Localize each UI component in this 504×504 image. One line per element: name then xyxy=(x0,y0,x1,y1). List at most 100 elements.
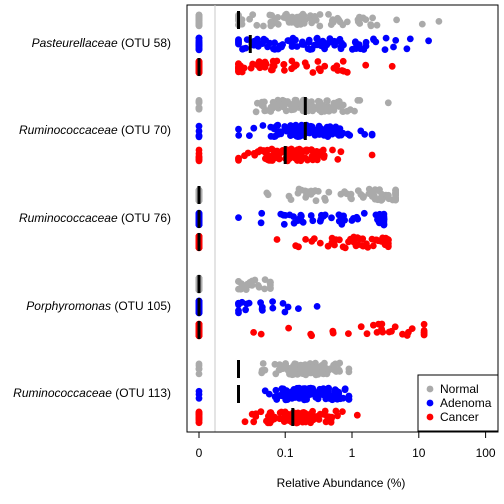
data-point xyxy=(294,151,301,159)
data-point xyxy=(328,214,335,222)
data-point xyxy=(308,237,316,245)
data-point xyxy=(338,220,346,228)
data-point xyxy=(267,22,275,30)
data-point xyxy=(250,418,258,426)
data-point xyxy=(296,215,303,223)
data-point xyxy=(195,365,203,372)
data-point xyxy=(316,239,324,247)
data-point xyxy=(380,212,388,220)
x-tick-label: 1 xyxy=(349,446,356,460)
data-point xyxy=(381,46,389,53)
data-point xyxy=(372,236,380,244)
data-point xyxy=(378,320,386,328)
data-point xyxy=(313,413,320,420)
data-point xyxy=(332,101,339,109)
data-point xyxy=(271,39,278,47)
data-point xyxy=(235,214,242,222)
data-point xyxy=(283,413,291,421)
data-point xyxy=(420,320,428,328)
data-point xyxy=(328,17,336,25)
data-point xyxy=(267,278,274,286)
data-point xyxy=(323,123,331,131)
data-point xyxy=(321,62,329,70)
group-label: Pasteurellaceae (OTU 58) xyxy=(32,36,171,50)
data-point xyxy=(248,410,256,418)
data-point xyxy=(292,128,300,135)
data-point xyxy=(280,211,287,219)
data-point xyxy=(250,124,258,132)
data-point xyxy=(325,188,333,196)
data-point xyxy=(287,145,295,153)
data-point xyxy=(253,21,261,29)
data-point xyxy=(261,276,269,283)
taxon-name: Porphyromonas xyxy=(26,299,111,313)
data-point xyxy=(284,303,292,311)
legend-entry: Normal xyxy=(440,382,479,396)
data-point xyxy=(391,323,399,331)
data-point xyxy=(249,11,257,19)
data-point xyxy=(272,386,280,394)
data-point xyxy=(339,108,347,115)
data-point xyxy=(195,19,203,26)
data-point xyxy=(303,148,310,156)
data-point xyxy=(318,101,326,109)
data-point xyxy=(240,45,248,52)
data-point xyxy=(333,387,340,395)
data-point xyxy=(258,209,266,217)
legend-entry: Adenoma xyxy=(440,396,492,410)
data-point xyxy=(307,212,315,219)
data-point xyxy=(406,35,414,43)
data-point xyxy=(335,360,343,368)
data-point xyxy=(290,213,297,221)
data-point xyxy=(403,45,411,53)
data-point xyxy=(363,330,371,338)
data-point xyxy=(335,366,343,374)
data-point xyxy=(309,69,317,76)
data-point xyxy=(281,100,288,107)
data-point xyxy=(390,43,397,51)
data-point xyxy=(257,219,265,227)
data-point xyxy=(250,329,257,336)
taxon-name: Ruminococcaceae xyxy=(19,211,118,225)
data-point xyxy=(324,416,332,424)
legend-marker xyxy=(426,385,434,393)
data-point xyxy=(354,234,361,242)
data-point xyxy=(254,99,261,107)
data-point xyxy=(343,190,351,198)
data-point xyxy=(370,321,377,329)
data-point xyxy=(375,187,383,195)
data-point xyxy=(273,154,281,162)
data-point xyxy=(354,16,362,23)
data-point xyxy=(311,13,319,20)
taxon-name: Ruminococcaceae xyxy=(19,123,118,137)
data-point xyxy=(388,327,395,335)
group-label: Ruminococcaceae (OTU 70) xyxy=(19,123,171,137)
data-point xyxy=(317,390,324,398)
data-point xyxy=(345,368,353,376)
data-point xyxy=(297,416,305,424)
data-point xyxy=(262,37,270,44)
data-point xyxy=(267,132,275,140)
data-point xyxy=(195,104,203,112)
data-point xyxy=(287,38,295,46)
data-point xyxy=(418,20,426,28)
data-point xyxy=(235,125,242,133)
data-point xyxy=(316,11,324,18)
data-point xyxy=(324,387,332,395)
data-point xyxy=(195,98,203,106)
data-point xyxy=(331,241,338,249)
data-point xyxy=(337,190,345,198)
otu-id: (OTU 76) xyxy=(118,211,171,225)
data-point xyxy=(195,14,203,21)
data-point xyxy=(273,236,281,243)
data-point xyxy=(341,244,349,252)
data-point xyxy=(269,66,276,74)
data-point xyxy=(315,65,323,73)
data-point xyxy=(301,361,309,369)
otu-id: (OTU 113) xyxy=(112,386,171,400)
data-point xyxy=(345,392,353,400)
data-point xyxy=(235,132,243,139)
data-point xyxy=(306,105,313,113)
data-point xyxy=(305,36,313,44)
data-point xyxy=(354,41,362,48)
